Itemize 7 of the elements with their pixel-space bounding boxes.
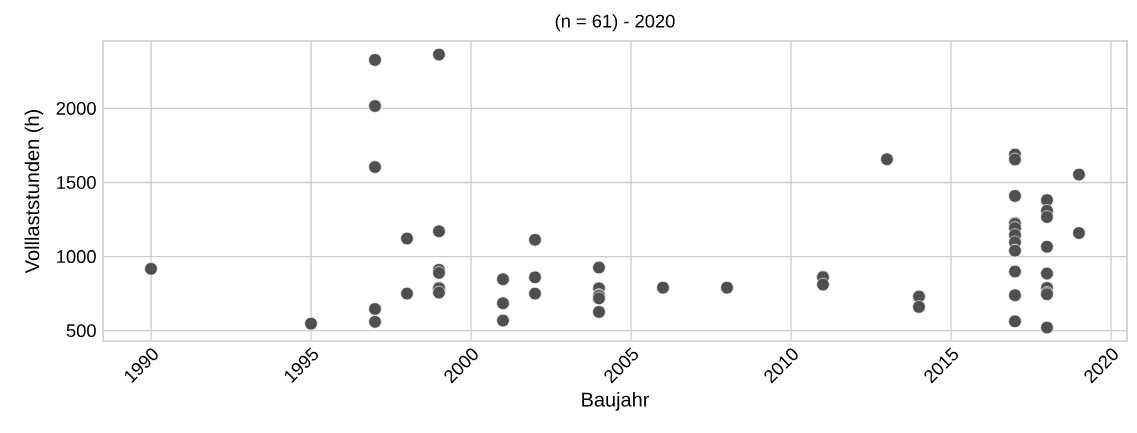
y-tick-label: 2000 xyxy=(56,101,96,115)
y-tick-label: 1500 xyxy=(57,176,96,189)
chart-title: (n = 61) - 2020 xyxy=(555,14,675,32)
y-axis-title: Volllaststunden (h) xyxy=(24,110,44,274)
y-tick-label: 500 xyxy=(66,324,96,338)
x-axis-title: Baujahr xyxy=(582,392,650,411)
y-tick-label: 1000 xyxy=(57,250,96,264)
